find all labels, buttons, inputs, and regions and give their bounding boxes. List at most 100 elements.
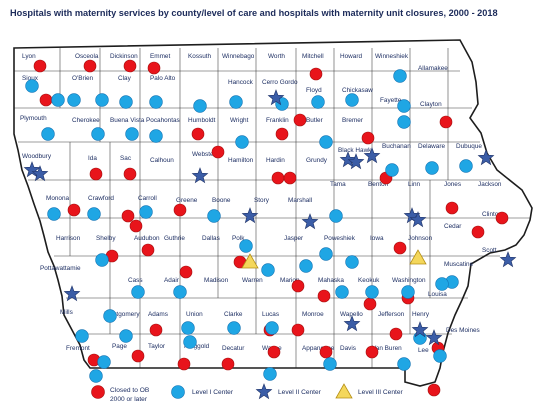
legend-label: Level II Center xyxy=(278,389,322,396)
closed-hospital-marker xyxy=(267,345,281,359)
level-1-center-marker xyxy=(91,127,105,141)
county-label-clay: Clay xyxy=(118,75,132,82)
legend-label: Level III Center xyxy=(358,389,404,396)
closed-hospital-marker xyxy=(389,327,403,341)
county-label-emmet: Emmet xyxy=(150,53,170,60)
county-label-benton: Benton xyxy=(368,181,389,188)
closed-hospital-marker xyxy=(393,241,407,255)
county-label-calhoun: Calhoun xyxy=(150,157,174,164)
county-label-floyd: Floyd xyxy=(306,87,322,94)
closed-hospital-marker xyxy=(149,323,163,337)
county-label-adair: Adair xyxy=(164,277,180,284)
legend-label: 2000 or later xyxy=(110,396,148,403)
county-label-van-buren: Van Buren xyxy=(372,345,402,352)
level-2-center-marker xyxy=(347,153,365,170)
closed-hospital-marker xyxy=(177,357,191,371)
level-1-center-marker xyxy=(235,135,249,149)
county-label-harrison: Harrison xyxy=(56,235,81,242)
county-label-carroll: Carroll xyxy=(138,195,157,202)
county-label-lee: Lee xyxy=(418,347,429,354)
level-1-center-marker xyxy=(345,93,359,107)
level-1-center-marker xyxy=(397,357,411,371)
county-label-story: Story xyxy=(254,197,270,204)
county-label-mills: Mills xyxy=(60,309,73,316)
level-1-center-marker xyxy=(401,285,415,299)
closed-hospital-marker xyxy=(317,289,331,303)
closed-hospital-marker xyxy=(221,357,235,371)
county-label-appanoose: Appanoose xyxy=(302,345,335,352)
county-label-decatur: Decatur xyxy=(222,345,245,352)
level-2-center-marker xyxy=(301,213,319,230)
county-label-hancock: Hancock xyxy=(228,79,254,86)
level-2-center-marker xyxy=(363,147,381,164)
closed-hospital-marker xyxy=(123,59,137,73)
level-2-center-marker xyxy=(31,165,49,182)
county-label-henry: Henry xyxy=(412,311,430,318)
county-label-buchanan: Buchanan xyxy=(382,143,411,150)
county-label-worth: Worth xyxy=(268,53,285,60)
closed-hospital-marker xyxy=(147,61,161,75)
county-label-greene: Greene xyxy=(176,197,198,204)
county-label-palo-alto: Palo Alto xyxy=(150,75,176,82)
county-label-o-brien: O'Brien xyxy=(72,75,94,82)
county-label-ida: Ida xyxy=(88,155,97,162)
level-1-center-marker xyxy=(67,93,81,107)
level-1-center-marker xyxy=(263,367,277,381)
closed-hospital-marker xyxy=(83,59,97,73)
level-1-center-marker xyxy=(95,253,109,267)
county-label-kossuth: Kossuth xyxy=(188,53,212,60)
level-2-center-marker xyxy=(477,149,495,166)
county-label-adams: Adams xyxy=(148,311,168,318)
level-1-center-marker xyxy=(335,285,349,299)
level-1-center-marker xyxy=(193,99,207,113)
level-1-center-marker xyxy=(365,285,379,299)
closed-hospital-marker xyxy=(271,171,285,185)
level-1-center-marker xyxy=(329,209,343,223)
county-label-shelby: Shelby xyxy=(96,235,116,242)
county-label-cerro-gordo: Cerro Gordo xyxy=(262,79,298,86)
county-label-marion: Marion xyxy=(280,277,300,284)
county-label-pocahontas: Pocahontas xyxy=(146,117,180,124)
county-label-winneshiek: Winneshiek xyxy=(375,53,409,60)
closed-hospital-marker xyxy=(309,67,323,81)
county-label-poweshiek: Poweshiek xyxy=(324,235,356,242)
county-label-chickasaw: Chickasaw xyxy=(342,87,373,94)
county-label-cedar: Cedar xyxy=(444,223,462,230)
county-label-bremer: Bremer xyxy=(342,117,364,124)
level-1-center-marker xyxy=(125,127,139,141)
level-2-center-marker xyxy=(63,285,81,302)
level-2-center-marker xyxy=(411,321,429,338)
county-label-linn: Linn xyxy=(408,181,421,188)
level-1-center-marker xyxy=(89,369,103,383)
level-1-center-marker xyxy=(95,93,109,107)
closed-hospital-marker xyxy=(179,265,193,279)
county-label-boone: Boone xyxy=(212,197,231,204)
closed-hospital-marker xyxy=(211,145,225,159)
level-1-center-marker xyxy=(323,357,337,371)
county-label-pottawattamie: Pottawattamie xyxy=(40,265,81,272)
closed-hospital-marker xyxy=(67,203,81,217)
county-label-davis: Davis xyxy=(340,345,356,352)
closed-hospital-marker xyxy=(427,383,441,397)
level-1-center-marker xyxy=(51,93,65,107)
county-label-jefferson: Jefferson xyxy=(378,311,405,318)
level-2-center-marker xyxy=(343,315,361,332)
county-label-monona: Monona xyxy=(46,195,70,202)
county-label-wapello: Wapello xyxy=(340,311,363,318)
closed-hospital-marker xyxy=(131,349,145,363)
county-label-dickinson: Dickinson xyxy=(110,53,138,60)
county-label-dallas: Dallas xyxy=(202,235,220,242)
county-label-woodbury: Woodbury xyxy=(22,153,52,160)
closed-hospital-marker xyxy=(173,203,187,217)
closed-hospital-marker xyxy=(363,297,377,311)
county-label-cass: Cass xyxy=(128,277,143,284)
closed-hospital-marker xyxy=(123,167,137,181)
county-label-jackson: Jackson xyxy=(478,181,502,188)
closed-hospital-marker xyxy=(365,345,379,359)
level-1-center-marker xyxy=(311,95,325,109)
county-label-muscatine: Muscatine xyxy=(444,261,474,268)
level-1-center-marker xyxy=(25,79,39,93)
closed-hospital-marker xyxy=(39,93,53,107)
county-label-ringgold: Ringgold xyxy=(184,343,210,350)
level-1-center-marker xyxy=(435,277,449,291)
